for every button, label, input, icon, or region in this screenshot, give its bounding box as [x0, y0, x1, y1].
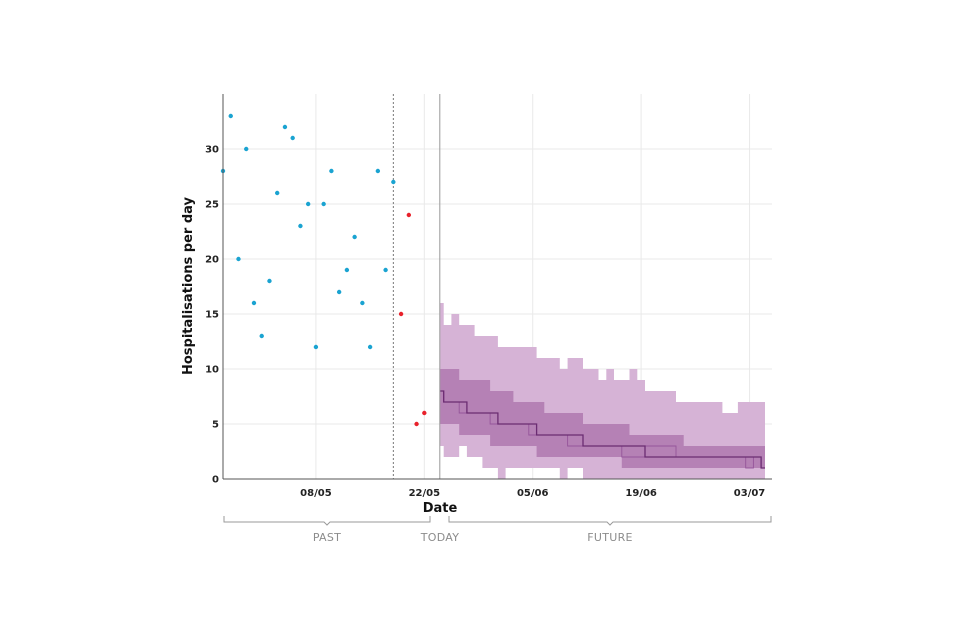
y-tick-label: 10 [205, 365, 219, 376]
observed-point [321, 201, 326, 207]
observed-point [391, 179, 396, 185]
observed-point [375, 168, 381, 174]
y-tick-label: 20 [205, 255, 219, 266]
y-tick-label: 25 [205, 200, 219, 211]
future-bracket [448, 516, 772, 526]
observed-point [360, 300, 365, 306]
observed-point [329, 168, 334, 174]
observed-point [305, 201, 311, 207]
observed-point [236, 256, 241, 262]
x-tick-label: 03/07 [734, 488, 766, 499]
y-axis-title: Hospitalisations per day [181, 196, 196, 375]
y-tick-label: 30 [205, 145, 219, 156]
x-tick-label: 08/05 [300, 488, 332, 499]
observed-point [282, 124, 288, 130]
period-label-future: FUTURE [587, 531, 633, 544]
projection-bands [439, 303, 765, 479]
y-tick-label: 0 [212, 475, 219, 486]
x-tick-label: 19/06 [625, 488, 657, 499]
observed-point [290, 135, 295, 141]
y-tick-label: 15 [205, 310, 219, 321]
x-tick-label: 22/05 [409, 488, 441, 499]
observed-point [275, 190, 280, 196]
period-label-today: TODAY [420, 531, 460, 544]
observed-point [367, 344, 373, 350]
projection-median-line [439, 390, 765, 469]
incomplete-point [398, 311, 404, 317]
past-bracket [223, 516, 431, 526]
observed-point [267, 278, 272, 284]
y-tick-label: 5 [212, 420, 219, 431]
observed-point [259, 333, 264, 339]
x-tick-labels: 08/05 22/05 05/06 19/06 03/07 [300, 488, 765, 499]
observed-point [313, 344, 319, 350]
observed-point [383, 267, 388, 273]
observed-point [244, 146, 249, 152]
y-tick-labels: 0 5 10 15 20 25 30 [205, 145, 219, 486]
projection-band-50 [439, 369, 765, 468]
period-label-past: PAST [313, 531, 341, 544]
x-axis-title: Date [423, 501, 458, 516]
observed-point [298, 223, 303, 229]
observed-point [352, 234, 357, 240]
observed-point [344, 267, 350, 273]
observed-point [336, 289, 342, 295]
observed-point [251, 300, 257, 306]
axes [222, 94, 772, 480]
incomplete-point [406, 212, 412, 218]
incomplete-point [422, 410, 427, 416]
x-tick-label: 05/06 [517, 488, 549, 499]
observed-point [228, 113, 233, 119]
incomplete-point [414, 421, 419, 427]
projection-lines [439, 390, 765, 469]
reference-lines [392, 94, 441, 479]
data-points [220, 113, 427, 427]
period-brackets [223, 516, 772, 526]
